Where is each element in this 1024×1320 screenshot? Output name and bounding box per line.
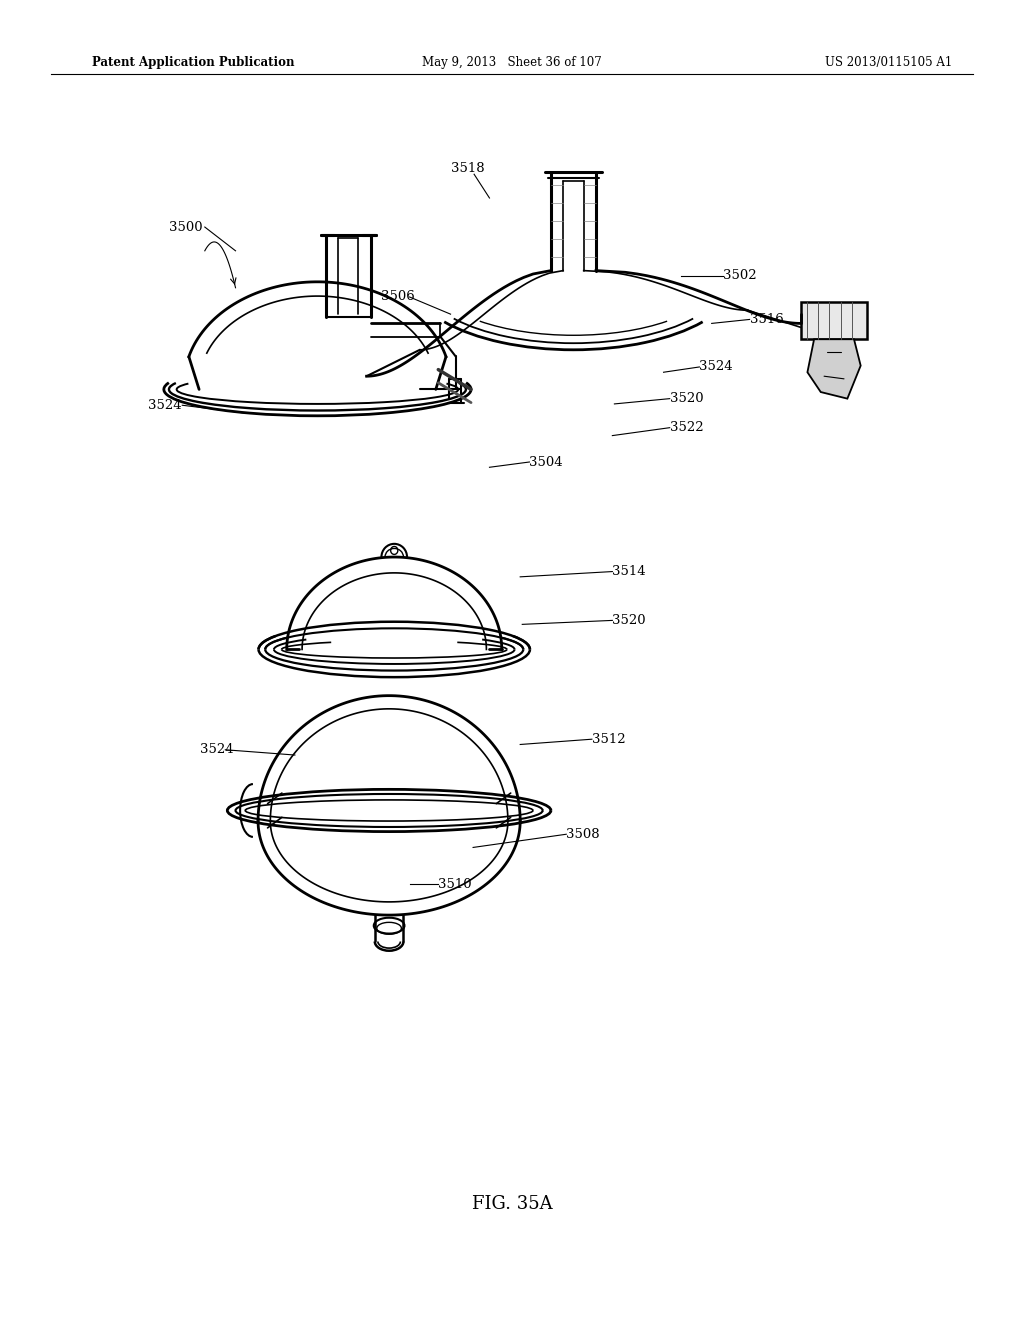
- Text: 3508: 3508: [566, 828, 600, 841]
- Text: May 9, 2013   Sheet 36 of 107: May 9, 2013 Sheet 36 of 107: [422, 55, 602, 69]
- Polygon shape: [807, 339, 860, 399]
- Text: 3524: 3524: [200, 743, 233, 756]
- Text: 3520: 3520: [670, 392, 703, 405]
- FancyBboxPatch shape: [801, 302, 867, 339]
- Text: 3514: 3514: [612, 565, 646, 578]
- Text: 3510: 3510: [438, 878, 472, 891]
- Text: 3520: 3520: [612, 614, 646, 627]
- Text: 3504: 3504: [529, 455, 563, 469]
- Text: 3518: 3518: [451, 162, 484, 176]
- Text: 3524: 3524: [148, 399, 182, 412]
- Text: 3512: 3512: [592, 733, 626, 746]
- Text: FIG. 35A: FIG. 35A: [472, 1195, 552, 1213]
- Text: 3516: 3516: [750, 313, 783, 326]
- Text: 3500: 3500: [169, 220, 203, 234]
- Text: 3522: 3522: [670, 421, 703, 434]
- Text: Patent Application Publication: Patent Application Publication: [92, 55, 295, 69]
- Text: 3502: 3502: [723, 269, 757, 282]
- Text: US 2013/0115105 A1: US 2013/0115105 A1: [825, 55, 952, 69]
- Text: 3524: 3524: [699, 360, 733, 374]
- Text: 3506: 3506: [381, 290, 415, 304]
